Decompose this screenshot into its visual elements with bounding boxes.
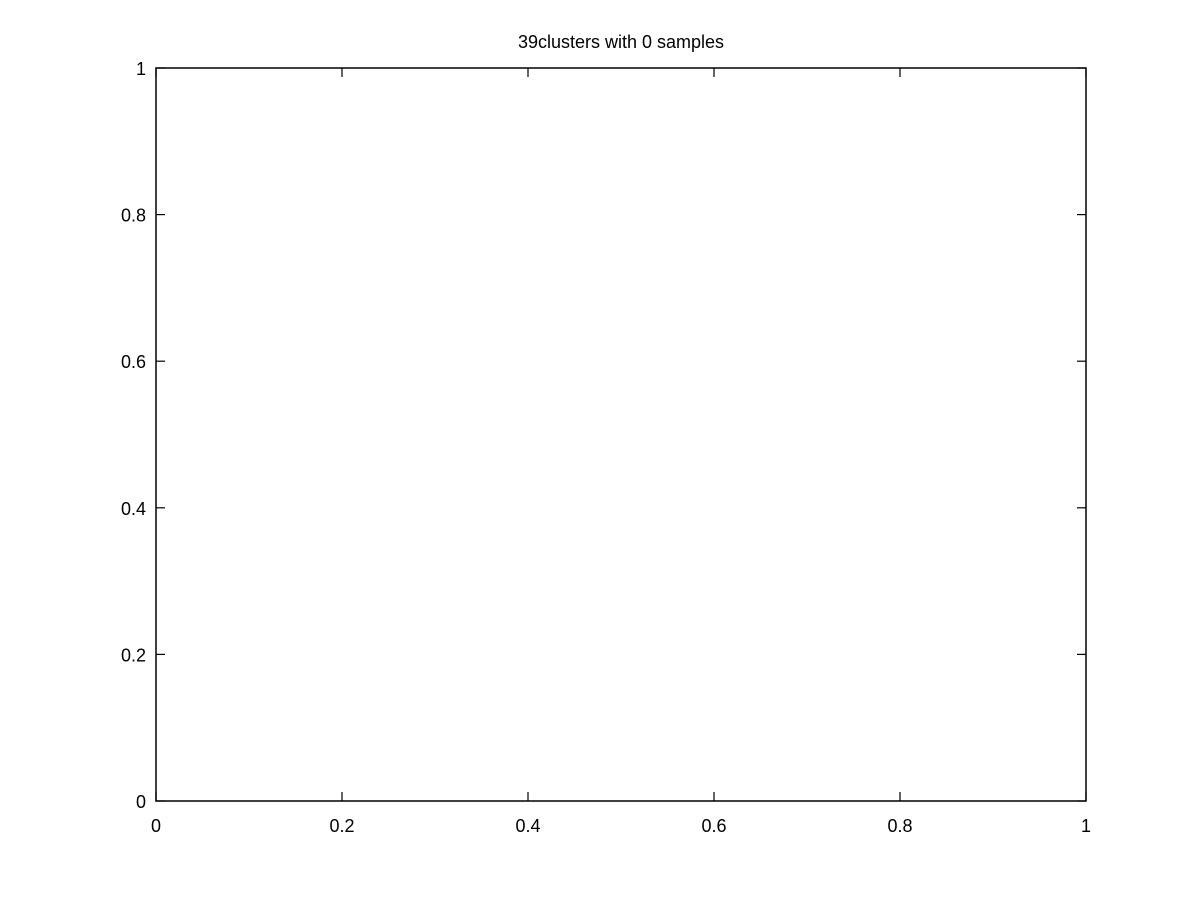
- x-tick-label: 0: [151, 816, 161, 836]
- x-tick-label: 0.4: [515, 816, 540, 836]
- x-tick-label: 0.2: [329, 816, 354, 836]
- y-tick-label: 0.4: [121, 499, 146, 519]
- x-tick-label: 0.6: [701, 816, 726, 836]
- y-tick-label: 1: [136, 59, 146, 79]
- x-axis-tick-labels: 0 0.2 0.4 0.6 0.8 1: [151, 816, 1091, 836]
- y-tick-label: 0: [136, 792, 146, 812]
- x-tick-label: 0.8: [887, 816, 912, 836]
- chart-title: 39clusters with 0 samples: [518, 32, 724, 52]
- y-tick-label: 0.8: [121, 206, 146, 226]
- plot-area: [155, 67, 1087, 802]
- x-axis-ticks: [155, 68, 1087, 801]
- y-tick-label: 0.6: [121, 352, 146, 372]
- x-tick-label: 1: [1081, 816, 1091, 836]
- y-tick-label: 0.2: [121, 645, 146, 665]
- y-axis-ticks: [156, 67, 1086, 802]
- axes-frame: [155, 67, 1087, 802]
- y-axis-tick-labels: 0 0.2 0.4 0.6 0.8 1: [121, 59, 146, 812]
